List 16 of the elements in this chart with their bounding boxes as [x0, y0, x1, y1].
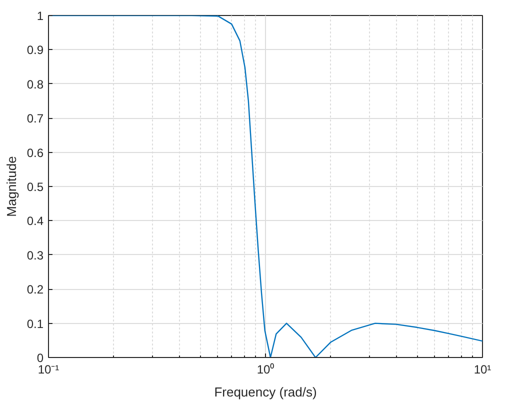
x-axis-title: Frequency (rad/s)	[214, 384, 317, 400]
y-tick-label: 0	[36, 351, 44, 365]
y-tick-label: 0.2	[26, 282, 44, 297]
x-tick-label: 10⁰	[256, 362, 274, 376]
x-tick-label: 10¹	[474, 362, 492, 376]
y-tick-label: 1	[36, 9, 44, 23]
y-tick-label: 0.4	[26, 214, 44, 228]
y-tick-label: 0.7	[26, 112, 44, 126]
y-tick-label: 0.6	[26, 146, 44, 160]
y-tick-label: 0.3	[26, 248, 44, 262]
y-tick-label: 0.1	[26, 316, 44, 331]
y-tick-label: 0.9	[26, 43, 44, 58]
x-tick-label: 10⁻¹	[38, 362, 60, 376]
y-tick-label: 0.5	[26, 180, 44, 194]
y-tick-label: 0.8	[26, 77, 44, 92]
y-axis-title: Magnitude	[4, 156, 19, 217]
